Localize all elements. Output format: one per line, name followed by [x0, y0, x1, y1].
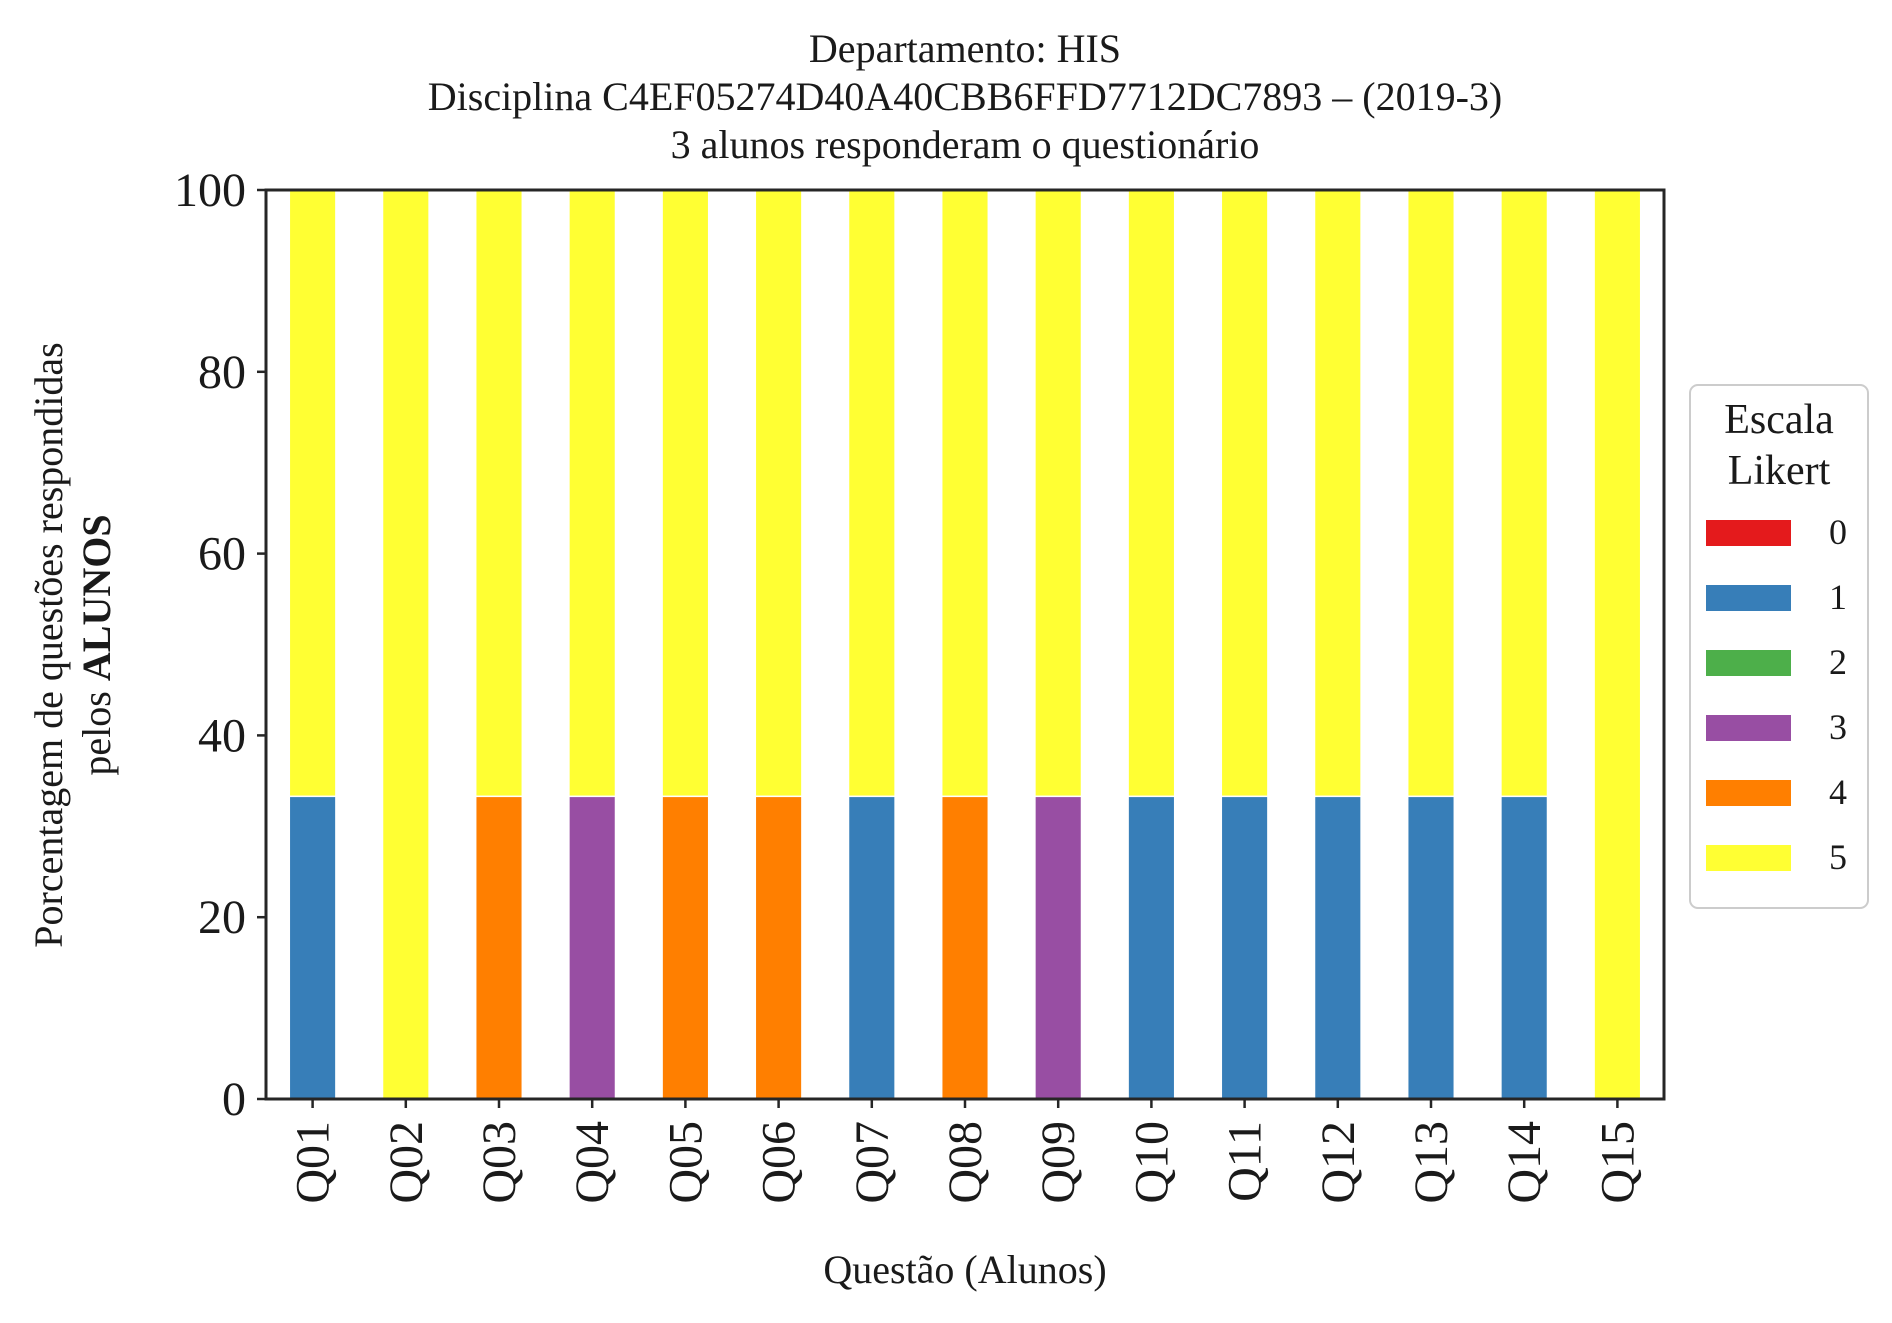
title-line-3: 3 alunos responderam o questionário — [671, 122, 1260, 167]
legend-swatch-0 — [1706, 520, 1791, 546]
legend-swatch-1 — [1706, 585, 1791, 611]
bar-q08-likert-4 — [940, 795, 990, 1100]
bar-q08-likert-5 — [940, 189, 990, 798]
x-tick-label-q04: Q04 — [566, 1121, 619, 1204]
x-tick-label-q13: Q13 — [1405, 1121, 1458, 1204]
y-axis-label: Porcentagem de questões respondidas pelo… — [26, 342, 119, 947]
legend-label-3: 3 — [1829, 707, 1847, 747]
bar-q09-likert-5 — [1034, 189, 1083, 798]
bar-q12-likert-5 — [1313, 189, 1362, 798]
bar-q09-likert-3 — [1034, 795, 1083, 1100]
bar-q07-likert-5 — [847, 189, 896, 798]
x-tick-label-q09: Q09 — [1032, 1121, 1085, 1204]
y-axis-label-line-2: pelos ALUNOS — [74, 514, 119, 775]
bar-q04-likert-3 — [568, 795, 617, 1100]
x-tick-label-q02: Q02 — [380, 1121, 433, 1204]
legend-label-5: 5 — [1829, 837, 1847, 877]
legend-label-2: 2 — [1829, 642, 1847, 682]
bar-q13-likert-1 — [1406, 795, 1456, 1100]
bar-q11-likert-1 — [1220, 795, 1269, 1100]
legend-title-line-1: Escala — [1724, 397, 1834, 443]
bar-q11-likert-5 — [1220, 189, 1269, 798]
bar-q03-likert-5 — [474, 189, 524, 798]
title-line-2: Disciplina C4EF05274D40A40CBB6FFD7712DC7… — [428, 74, 1503, 119]
y-tick-label-0: 0 — [222, 1073, 246, 1126]
legend-label-4: 4 — [1829, 772, 1847, 812]
y-axis-label-bold: ALUNOS — [74, 514, 119, 681]
y-axis-label-line-1: Porcentagem de questões respondidas — [26, 342, 71, 947]
x-tick-label-q06: Q06 — [753, 1121, 806, 1204]
bar-segments — [288, 189, 1642, 1100]
bar-q07-likert-1 — [847, 795, 896, 1100]
y-axis-ticks: 0 20 40 60 80 100 — [174, 164, 266, 1126]
legend-swatch-2 — [1706, 650, 1791, 676]
bar-q06-likert-5 — [754, 189, 803, 798]
legend-title-line-2: Likert — [1728, 448, 1831, 494]
legend-swatch-5 — [1706, 845, 1791, 871]
legend-swatch-4 — [1706, 780, 1791, 806]
bar-q01-likert-5 — [288, 189, 337, 798]
bar-q10-likert-5 — [1127, 189, 1176, 798]
x-tick-label-q11: Q11 — [1219, 1121, 1272, 1202]
x-tick-label-q08: Q08 — [939, 1121, 992, 1204]
title-line-1: Departamento: HIS — [809, 26, 1121, 71]
y-axis-label-prefix: pelos — [74, 681, 119, 775]
bar-q03-likert-4 — [474, 795, 524, 1100]
x-axis-ticks: Q01 Q02 Q03 Q04 Q05 Q06 Q07 Q08 Q09 Q10 Q11 Q12 Q13 Q… — [287, 1099, 1644, 1204]
legend-swatch-3 — [1706, 715, 1791, 741]
x-tick-label-q12: Q12 — [1312, 1121, 1365, 1204]
x-tick-label-q03: Q03 — [473, 1121, 526, 1204]
bar-q05-likert-5 — [661, 189, 710, 798]
bar-q02-likert-5 — [381, 189, 430, 1100]
bar-q13-likert-5 — [1406, 189, 1456, 798]
y-tick-label-40: 40 — [198, 709, 246, 762]
x-axis-label: Questão (Alunos) — [823, 1247, 1106, 1292]
y-tick-label-100: 100 — [174, 164, 246, 217]
bar-q12-likert-1 — [1313, 795, 1362, 1100]
bar-q10-likert-1 — [1127, 795, 1176, 1100]
y-tick-label-60: 60 — [198, 528, 246, 581]
bar-q04-likert-5 — [568, 189, 617, 798]
y-tick-label-80: 80 — [198, 346, 246, 399]
plot-area-frame — [264, 188, 1666, 1101]
x-tick-label-q14: Q14 — [1498, 1121, 1551, 1204]
bar-q01-likert-1 — [288, 795, 337, 1100]
bar-q14-likert-5 — [1500, 189, 1549, 798]
bar-q14-likert-1 — [1500, 795, 1549, 1100]
x-tick-label-q07: Q07 — [846, 1121, 899, 1204]
legend-label-1: 1 — [1829, 577, 1847, 617]
legend-label-0: 0 — [1829, 512, 1847, 552]
x-tick-label-q10: Q10 — [1125, 1121, 1178, 1204]
legend: Escala Likert 0 1 2 3 4 5 — [1689, 384, 1869, 909]
legend-box — [1689, 384, 1869, 909]
chart-title: Departamento: HIS Disciplina C4EF05274D4… — [428, 26, 1503, 167]
y-tick-label-20: 20 — [198, 891, 246, 944]
x-tick-label-q01: Q01 — [287, 1121, 340, 1204]
bar-q15-likert-5 — [1593, 189, 1642, 1100]
x-tick-label-q15: Q15 — [1591, 1121, 1644, 1204]
legend-items: 0 1 2 3 4 5 — [1706, 512, 1847, 877]
bar-q06-likert-4 — [754, 795, 803, 1100]
x-tick-label-q05: Q05 — [659, 1121, 712, 1204]
bar-q05-likert-4 — [661, 795, 710, 1100]
